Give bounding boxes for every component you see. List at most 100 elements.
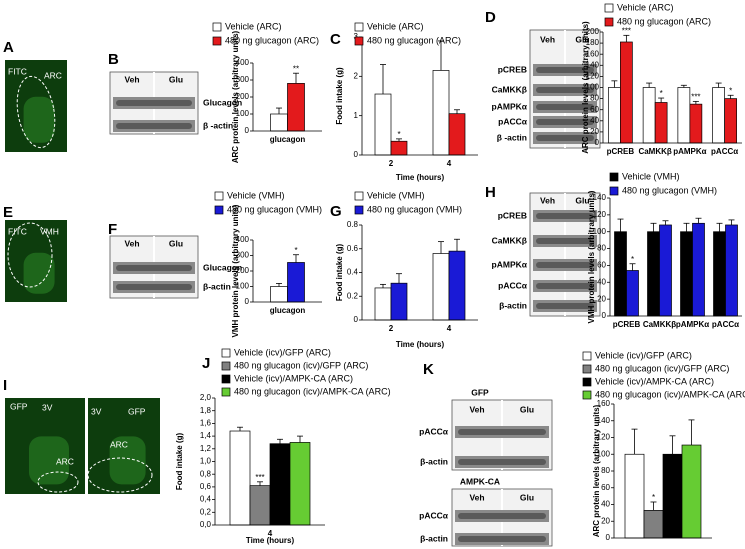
- blot-row-label: pACCα: [498, 280, 528, 290]
- y-tick-label: 60: [590, 105, 599, 114]
- y-tick-label: 400: [236, 58, 250, 67]
- image-label: ARC: [110, 439, 128, 449]
- legend-swatch: [582, 377, 592, 387]
- x-tick-label: CaMKKβ: [643, 320, 676, 329]
- y-tick-label: 0.4: [347, 268, 359, 277]
- legend-swatch: [354, 205, 364, 215]
- blot-row-label: pACCα: [419, 510, 449, 520]
- y-tick-label: 140: [597, 416, 611, 425]
- blot-column: Glu: [575, 195, 589, 205]
- blot-row-label: β -actin: [203, 120, 233, 130]
- panel-letter: A: [3, 39, 14, 56]
- bar: [287, 262, 305, 303]
- y-tick-label: 0: [606, 533, 611, 542]
- blot-band-dark: [116, 100, 192, 106]
- bar: [681, 444, 702, 539]
- x-tick-label: pCREB: [607, 147, 635, 156]
- blot-column: Veh: [469, 492, 484, 502]
- y-tick-label: 100: [236, 109, 250, 118]
- x-axis-label: Time (hours): [246, 536, 295, 545]
- blot-band-dark: [536, 119, 594, 125]
- x-tick-label: pCREB: [613, 320, 641, 329]
- blot-row-label: CaMKKβ: [492, 84, 527, 94]
- panel-letter: C: [330, 31, 341, 48]
- blot-column: Glu: [575, 34, 589, 44]
- significance: ***: [691, 92, 700, 101]
- legend-swatch: [214, 191, 224, 201]
- blot-row-label: pAMPKα: [492, 259, 528, 269]
- bar: [432, 70, 450, 156]
- legend-swatch: [609, 186, 619, 196]
- blot-column: Veh: [124, 74, 139, 84]
- significance: *: [652, 493, 655, 502]
- y-tick-label: 40: [601, 500, 610, 509]
- bar: [614, 231, 627, 317]
- legend-label: Vehicle (ARC): [225, 21, 282, 31]
- blot-row-label: pCREB: [498, 64, 527, 74]
- legend-label: 480 ng glucagon (VMH): [367, 204, 462, 214]
- y-axis-label: VMH protein levels (arbitrary units): [587, 190, 596, 323]
- legend-label: 480 ng glucagon (ARC): [367, 35, 461, 45]
- legend-label: 480 ng glucagon (ARC): [617, 16, 711, 26]
- x-axis-label: Time (hours): [396, 173, 445, 182]
- legend-swatch: [212, 36, 222, 46]
- y-tick-label: 0,0: [200, 520, 212, 529]
- bar: [289, 442, 311, 526]
- significance: **: [293, 64, 299, 73]
- y-tick-label: 120: [597, 433, 611, 442]
- bar: [713, 231, 726, 317]
- legend-label: 480 ng glucagon (icv)/AMPK-CA (ARC): [234, 386, 391, 396]
- image-label: FITC: [8, 66, 27, 76]
- panel-letter: D: [485, 9, 496, 26]
- y-tick-label: 300: [236, 75, 250, 84]
- blot-column: Veh: [124, 238, 139, 248]
- image-label: GFP: [128, 406, 146, 416]
- blot-column: Glu: [169, 74, 183, 84]
- blot-column: Veh: [540, 34, 555, 44]
- image-label: GFP: [10, 401, 28, 411]
- blot-band-dark: [458, 429, 546, 435]
- legend-swatch: [221, 374, 231, 384]
- bar: [677, 87, 691, 144]
- blot-title: GFP: [471, 387, 489, 397]
- y-tick-label: 3: [354, 32, 359, 41]
- legend-swatch: [604, 17, 614, 27]
- blot-band-dark: [536, 87, 594, 93]
- blot-band-dark: [536, 238, 594, 244]
- y-tick-label: 20: [601, 516, 610, 525]
- y-tick-label: 0: [354, 150, 359, 159]
- bar: [647, 231, 660, 317]
- y-tick-label: 100: [236, 282, 250, 291]
- y-tick-label: 20: [597, 294, 606, 303]
- blot-band-dark: [116, 123, 192, 129]
- significance: ***: [622, 26, 631, 35]
- x-tick-label: pACCα: [712, 320, 739, 329]
- bar: [270, 113, 288, 132]
- legend-swatch: [221, 361, 231, 371]
- bar: [287, 83, 305, 132]
- blot-column: Veh: [540, 195, 555, 205]
- bar: [643, 510, 664, 539]
- legend-swatch: [604, 3, 614, 13]
- legend-label: Vehicle (icv)/GFP (ARC): [595, 350, 692, 360]
- y-tick-label: 120: [586, 72, 600, 81]
- x-tick-label: 4: [447, 324, 452, 333]
- bar: [620, 41, 633, 144]
- legend-swatch: [221, 348, 231, 358]
- y-tick-label: 80: [590, 94, 599, 103]
- bar: [626, 270, 639, 317]
- bar: [692, 222, 705, 317]
- x-tick-label: CaMKKβ: [638, 147, 671, 156]
- y-tick-label: 0,8: [200, 469, 212, 478]
- legend-label: Vehicle (icv)/GFP (ARC): [234, 347, 331, 357]
- bar: [725, 224, 738, 317]
- y-tick-label: 400: [236, 235, 250, 244]
- legend-swatch: [582, 351, 592, 361]
- y-tick-label: 100: [593, 227, 607, 236]
- y-tick-label: 0,6: [200, 482, 212, 491]
- y-tick-label: 0,4: [200, 495, 212, 504]
- y-tick-label: 0.8: [347, 220, 359, 229]
- blot-row-label: β -actin: [497, 132, 527, 142]
- y-tick-label: 140: [586, 60, 600, 69]
